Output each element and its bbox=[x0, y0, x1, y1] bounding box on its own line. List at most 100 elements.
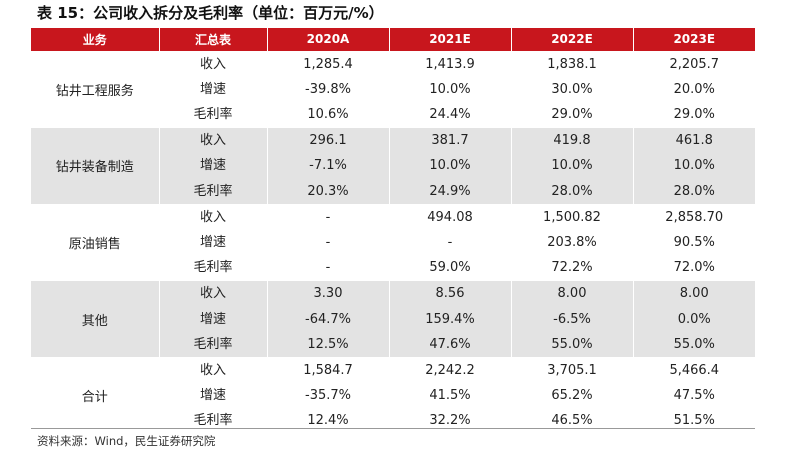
value-cell: 419.8 bbox=[511, 127, 634, 154]
value-cell: 296.1 bbox=[267, 127, 390, 154]
metric-cell: 增速 bbox=[159, 306, 268, 332]
value-cell: 30.0% bbox=[511, 76, 634, 102]
table-row: 合计 收入 1,584.7 2,242.2 3,705.1 5,466.4 bbox=[31, 356, 755, 434]
value-cell: 1,413.9 bbox=[389, 50, 512, 77]
value-cell: 28.0% bbox=[633, 178, 755, 205]
value-cell: 41.5% bbox=[389, 383, 512, 409]
value-cell: 28.0% bbox=[511, 178, 634, 205]
value-cell: 65.2% bbox=[511, 383, 634, 409]
table-row: 原油销售 收入 -494.08 1,500.82 2,858.70 bbox=[31, 203, 755, 281]
table-row: 增速 -35.7% 41.5% 65.2% 47.5% bbox=[31, 383, 755, 409]
value-cell: 29.0% bbox=[673, 106, 715, 122]
table-bottom-rule bbox=[31, 428, 755, 429]
business-segment-cell: 原油销售 bbox=[31, 203, 160, 281]
header-business: 业务 bbox=[31, 28, 160, 52]
value-cell: - bbox=[389, 229, 512, 256]
value-cell: - bbox=[267, 203, 390, 230]
value-cell: 3.30 bbox=[267, 280, 390, 307]
header-2023e: 2023E bbox=[633, 28, 755, 52]
metric-cell: 收入 bbox=[159, 127, 268, 154]
metric-cell: 毛利率 bbox=[159, 255, 268, 281]
header-2022e: 2022E bbox=[511, 28, 634, 52]
value-cell: 0.0% bbox=[633, 306, 755, 332]
value-cell: - bbox=[267, 255, 390, 281]
metric-cell: 收入 bbox=[159, 50, 268, 77]
business-segment-cell: 钻井工程服务 bbox=[31, 50, 160, 128]
value-cell: 12.4% bbox=[267, 408, 390, 434]
value-cell: -35.7% bbox=[267, 383, 390, 409]
table-row: 毛利率 12.5% 47.6% 55.0% 55.0% bbox=[31, 331, 755, 358]
table-title: 表 15：公司收入拆分及毛利率（单位：百万元/%） bbox=[37, 4, 384, 22]
metric-cell: 增速 bbox=[159, 229, 268, 256]
value-cell: 72.0% bbox=[673, 260, 715, 276]
header-2020a: 2020A bbox=[267, 28, 390, 52]
value-cell: 2,858.70 bbox=[633, 203, 755, 230]
value-cell: 1,584.7 bbox=[267, 356, 390, 384]
value-cell: 1,838.1 bbox=[511, 50, 634, 77]
value-cell: 20.3% bbox=[267, 178, 390, 205]
value-cell: -6.5% bbox=[511, 306, 634, 332]
value-cell: 461.8 bbox=[633, 127, 755, 154]
value-cell: 46.5% bbox=[511, 408, 634, 434]
table-row: 增速 - -203.8% 90.5% bbox=[31, 229, 755, 256]
table-row: 钻井工程服务 收入 1,285.4 1,413.9 1,838.1 2,205.7 bbox=[31, 50, 755, 128]
table-row: 毛利率 10.6% 24.4% 29.0% 29.0% bbox=[31, 101, 755, 128]
value-cell: 8.00 bbox=[511, 280, 634, 307]
value-cell: -64.7% bbox=[267, 306, 390, 332]
metric-cell: 增速 bbox=[159, 153, 268, 179]
value-cell: 32.2% bbox=[389, 408, 512, 434]
metric-cell: 增速 bbox=[159, 383, 268, 409]
value-cell: -39.8% bbox=[267, 76, 390, 102]
value-cell: 1,500.82 bbox=[511, 203, 634, 230]
value-cell: 10.6% bbox=[267, 101, 390, 128]
value-cell: 3,705.1 bbox=[511, 356, 634, 384]
table-row: 增速 -64.7% 159.4% -6.5% 0.0% bbox=[31, 306, 755, 332]
value-cell: 8.00 bbox=[633, 280, 755, 307]
value-cell: 29.0% bbox=[511, 101, 634, 128]
value-cell: - bbox=[267, 229, 390, 256]
value-cell: 5,466.4 bbox=[633, 356, 755, 384]
value-cell: 203.8% bbox=[511, 229, 634, 256]
table-row: 毛利率 12.4% 32.2% 46.5% 51.5% bbox=[31, 408, 755, 434]
value-cell: 12.5% bbox=[267, 331, 390, 358]
value-cell: 24.4% bbox=[389, 101, 512, 128]
value-cell: 24.9% bbox=[389, 178, 512, 205]
source-note: 资料来源：Wind，民生证券研究院 bbox=[37, 434, 216, 448]
table-body: 钻井工程服务 收入 1,285.4 1,413.9 1,838.1 2,205.7 增速 -3… bbox=[31, 50, 755, 434]
value-cell: 10.0% bbox=[633, 153, 755, 179]
table-header-row: 业务 汇总表 2020A 2021E 2022E 2023E bbox=[31, 28, 755, 52]
business-segment-cell: 合计 bbox=[31, 356, 160, 434]
metric-cell: 毛利率 bbox=[159, 101, 268, 128]
value-cell: -7.1% bbox=[267, 153, 390, 179]
value-cell: 59.0% bbox=[389, 255, 512, 281]
business-segment-cell: 钻井装备制造 bbox=[31, 127, 160, 205]
value-cell: 72.2% bbox=[511, 255, 634, 281]
value-cell: 55.0% bbox=[511, 331, 634, 358]
revenue-breakdown-table: 业务 汇总表 2020A 2021E 2022E 2023E 钻井工程服务 收入 1… bbox=[31, 28, 755, 434]
table-row: 毛利率 -59.0% 72.2% 72.0% bbox=[31, 255, 755, 281]
value-cell: 2,242.2 bbox=[389, 356, 512, 384]
value-cell: 47.5% bbox=[673, 388, 715, 404]
metric-cell: 收入 bbox=[159, 280, 268, 307]
metric-cell: 收入 bbox=[159, 356, 268, 384]
value-cell: 55.0% bbox=[633, 331, 755, 358]
value-cell: 8.56 bbox=[389, 280, 512, 307]
table-row: 毛利率 20.3% 24.9% 28.0% 28.0% bbox=[31, 178, 755, 205]
value-cell: 10.0% bbox=[389, 76, 512, 102]
value-cell: 10.0% bbox=[389, 153, 512, 179]
value-cell: 159.4% bbox=[389, 306, 512, 332]
business-segment-cell: 其他 bbox=[31, 280, 160, 358]
table-row: 增速 -7.1% 10.0% 10.0% 10.0% bbox=[31, 153, 755, 179]
metric-cell: 毛利率 bbox=[159, 331, 268, 358]
metric-cell: 毛利率 bbox=[159, 408, 268, 434]
table-row: 其他 收入 3.30 8.56 8.00 8.00 bbox=[31, 280, 755, 358]
value-cell: 51.5% bbox=[673, 413, 715, 429]
value-cell: 381.7 bbox=[389, 127, 512, 154]
metric-cell: 收入 bbox=[159, 203, 268, 230]
value-cell: 494.08 bbox=[389, 203, 512, 230]
value-cell: 20.0% bbox=[673, 81, 715, 97]
value-cell: 2,205.7 bbox=[633, 50, 755, 77]
header-summary: 汇总表 bbox=[159, 28, 268, 52]
value-cell: 10.0% bbox=[511, 153, 634, 179]
table-row: 钻井装备制造 收入 296.1 381.7 419.8 461.8 bbox=[31, 127, 755, 205]
